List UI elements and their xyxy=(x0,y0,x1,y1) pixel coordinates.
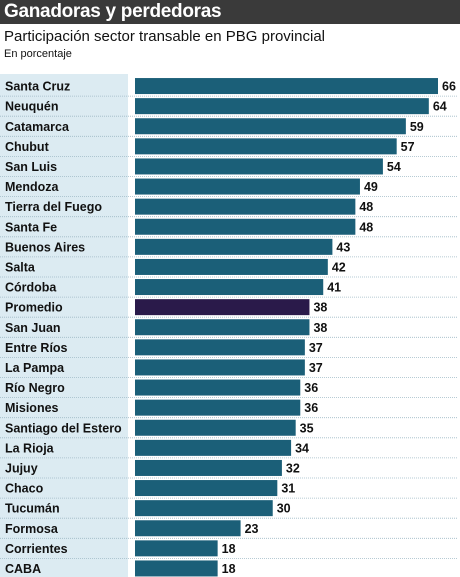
bar xyxy=(135,198,356,215)
bar xyxy=(135,178,360,195)
bar xyxy=(135,118,406,135)
data-label: 37 xyxy=(309,341,323,355)
bar xyxy=(135,399,301,416)
category-label: Córdoba xyxy=(5,281,57,295)
bar xyxy=(135,158,383,175)
category-label: Chaco xyxy=(5,482,44,496)
category-label: Catamarca xyxy=(5,120,70,134)
data-label: 42 xyxy=(332,260,346,274)
data-label: 38 xyxy=(313,301,327,315)
data-label: 57 xyxy=(401,140,415,154)
data-label: 66 xyxy=(442,80,456,94)
category-label: Tucumán xyxy=(5,502,60,516)
category-label: Buenos Aires xyxy=(5,240,85,254)
bar xyxy=(135,98,429,115)
category-label: Formosa xyxy=(5,522,59,536)
bar xyxy=(135,560,218,577)
bar xyxy=(135,218,356,235)
label-band xyxy=(0,74,128,577)
bar xyxy=(135,339,305,356)
data-label: 31 xyxy=(281,482,295,496)
bar xyxy=(135,238,333,255)
data-label: 35 xyxy=(300,421,314,435)
data-label: 18 xyxy=(222,562,236,576)
data-label: 34 xyxy=(295,441,309,455)
category-label: Salta xyxy=(5,260,36,274)
category-label: Tierra del Fuego xyxy=(5,200,102,214)
category-label: Mendoza xyxy=(5,180,60,194)
category-label: Santa Cruz xyxy=(5,80,70,94)
category-label: Corrientes xyxy=(5,542,68,556)
category-label: Entre Ríos xyxy=(5,341,68,355)
category-label: CABA xyxy=(5,562,41,576)
category-label: San Luis xyxy=(5,160,57,174)
bar-highlight xyxy=(135,299,310,316)
bar xyxy=(135,480,278,497)
chart-title: Participación sector transable en PBG pr… xyxy=(4,28,325,45)
bar xyxy=(135,419,296,436)
category-label: Santa Fe xyxy=(5,220,57,234)
category-label: La Pampa xyxy=(5,361,65,375)
data-label: 48 xyxy=(359,200,373,214)
bar xyxy=(135,459,282,476)
bar xyxy=(135,138,397,155)
data-label: 59 xyxy=(410,120,424,134)
bar xyxy=(135,439,292,456)
data-label: 36 xyxy=(304,401,318,415)
category-label: Jujuy xyxy=(5,461,38,475)
chart-header-title: Ganadoras y perdedoras xyxy=(4,1,222,22)
bar xyxy=(135,258,328,275)
category-label: Promedio xyxy=(5,301,63,315)
chart-header-bar: Ganadoras y perdedoras xyxy=(0,0,460,24)
bar xyxy=(135,359,305,376)
data-label: 49 xyxy=(364,180,378,194)
data-label: 32 xyxy=(286,461,300,475)
bar xyxy=(135,520,241,537)
category-label: Misiones xyxy=(5,401,59,415)
data-label: 30 xyxy=(277,502,291,516)
bar xyxy=(135,319,310,336)
data-label: 37 xyxy=(309,361,323,375)
bar xyxy=(135,279,324,296)
data-label: 54 xyxy=(387,160,401,174)
bar xyxy=(135,540,218,557)
data-label: 38 xyxy=(313,321,327,335)
data-label: 64 xyxy=(433,100,447,114)
bar xyxy=(135,379,301,396)
data-label: 23 xyxy=(245,522,259,536)
data-label: 18 xyxy=(222,542,236,556)
category-label: San Juan xyxy=(5,321,61,335)
category-label: Río Negro xyxy=(5,381,65,395)
category-label: Neuquén xyxy=(5,100,58,114)
category-label: Chubut xyxy=(5,140,50,154)
bar xyxy=(135,78,438,95)
category-label: La Rioja xyxy=(5,441,55,455)
category-label: Santiago del Estero xyxy=(5,421,122,435)
data-label: 41 xyxy=(327,281,341,295)
data-label: 36 xyxy=(304,381,318,395)
data-label: 43 xyxy=(336,240,350,254)
data-label: 48 xyxy=(359,220,373,234)
chart-subtitle: En porcentaje xyxy=(4,48,72,60)
bar xyxy=(135,500,273,517)
